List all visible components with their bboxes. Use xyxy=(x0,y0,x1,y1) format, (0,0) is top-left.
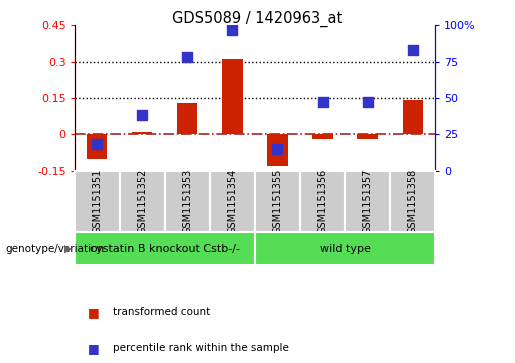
Text: GSM1151351: GSM1151351 xyxy=(92,169,102,234)
Bar xyxy=(390,171,435,232)
Bar xyxy=(75,171,119,232)
Bar xyxy=(255,232,435,265)
Point xyxy=(273,146,282,152)
Bar xyxy=(75,232,255,265)
Bar xyxy=(300,171,345,232)
Text: genotype/variation: genotype/variation xyxy=(5,244,104,254)
Point xyxy=(228,27,236,33)
Bar xyxy=(119,171,165,232)
Text: GSM1151353: GSM1151353 xyxy=(182,169,192,234)
Point xyxy=(364,99,372,105)
Point xyxy=(318,99,327,105)
Text: ▶: ▶ xyxy=(63,244,72,254)
Point xyxy=(183,54,192,60)
Text: GSM1151356: GSM1151356 xyxy=(318,169,328,234)
Point xyxy=(138,113,146,118)
Bar xyxy=(267,134,287,166)
Bar xyxy=(357,134,377,139)
Text: GSM1151357: GSM1151357 xyxy=(363,169,372,234)
Bar xyxy=(177,103,197,134)
Bar xyxy=(222,59,243,134)
Text: cystatin B knockout Cstb-/-: cystatin B knockout Cstb-/- xyxy=(90,244,240,254)
Text: transformed count: transformed count xyxy=(113,307,211,317)
Bar xyxy=(345,171,390,232)
Text: GSM1151358: GSM1151358 xyxy=(408,169,418,234)
Bar xyxy=(132,132,152,134)
Text: percentile rank within the sample: percentile rank within the sample xyxy=(113,343,289,354)
Text: GDS5089 / 1420963_at: GDS5089 / 1420963_at xyxy=(173,11,342,27)
Text: GSM1151352: GSM1151352 xyxy=(138,169,147,234)
Text: ■: ■ xyxy=(88,342,99,355)
Bar xyxy=(255,171,300,232)
Text: GSM1151355: GSM1151355 xyxy=(272,169,282,234)
Bar xyxy=(313,134,333,139)
Text: wild type: wild type xyxy=(320,244,370,254)
Bar xyxy=(210,171,255,232)
Text: ■: ■ xyxy=(88,306,99,319)
Bar xyxy=(165,171,210,232)
Bar xyxy=(87,134,107,159)
Bar xyxy=(403,101,423,134)
Point xyxy=(93,142,101,147)
Point xyxy=(408,47,417,53)
Text: GSM1151354: GSM1151354 xyxy=(228,169,237,234)
